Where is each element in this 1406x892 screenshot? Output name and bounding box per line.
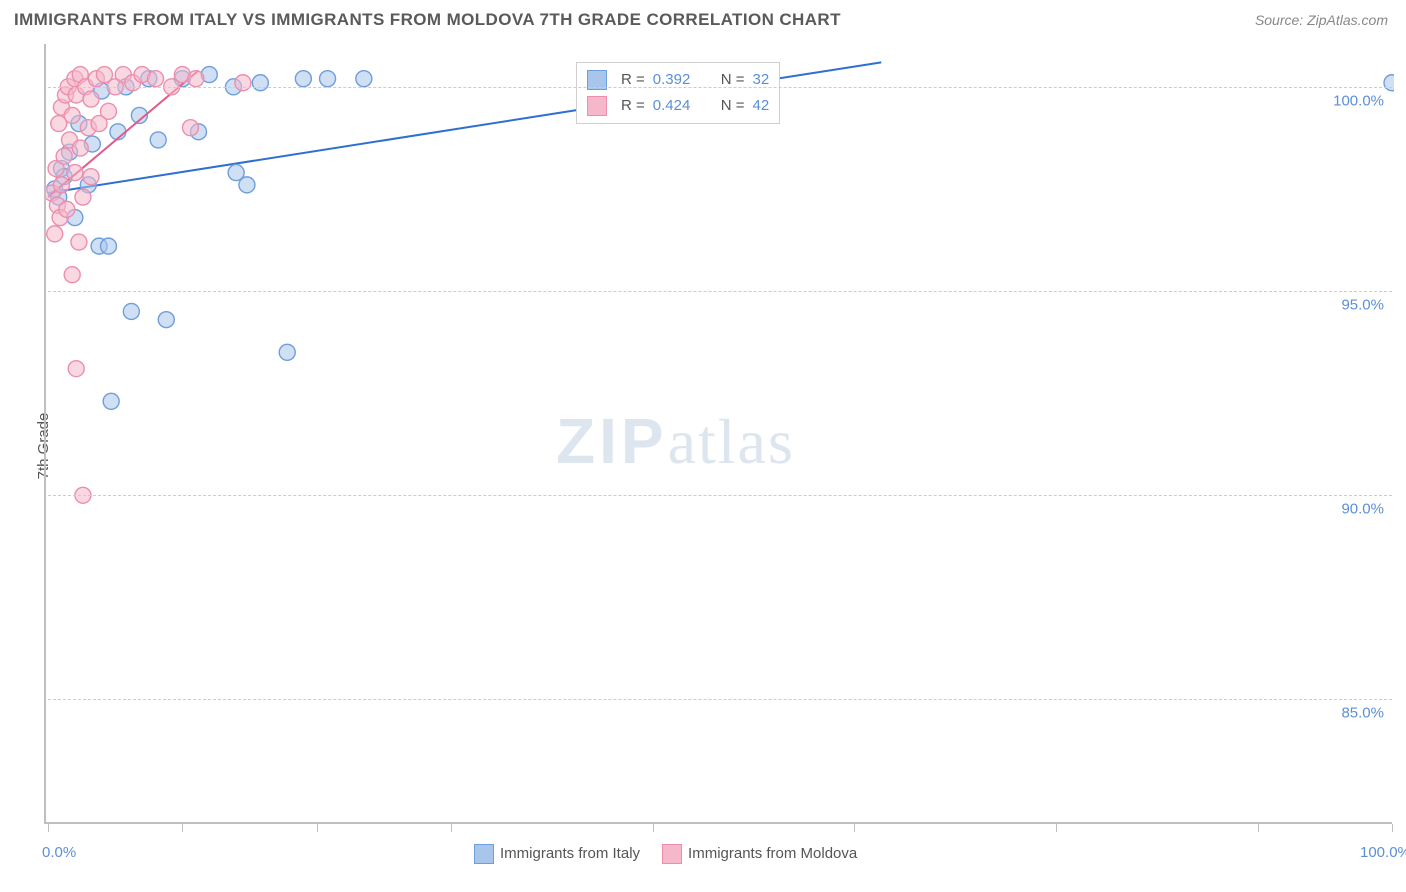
x-tick <box>317 824 318 832</box>
data-point <box>75 189 91 205</box>
legend-swatch <box>474 844 494 864</box>
r-value: 0.392 <box>653 67 707 93</box>
data-point <box>64 107 80 123</box>
x-tick <box>451 824 452 832</box>
data-point <box>148 71 164 87</box>
r-label: R = <box>621 67 645 93</box>
legend-item: Immigrants from Italy <box>474 844 640 864</box>
data-point <box>295 71 311 87</box>
gridline <box>48 495 1392 496</box>
data-point <box>320 71 336 87</box>
data-point <box>47 226 63 242</box>
legend-item: Immigrants from Moldova <box>662 844 857 864</box>
gridline <box>48 699 1392 700</box>
x-tick <box>48 824 49 832</box>
gridline <box>48 87 1392 88</box>
data-point <box>64 267 80 283</box>
y-tick-label: 85.0% <box>1341 705 1384 722</box>
data-point <box>83 91 99 107</box>
x-tick-label: 0.0% <box>42 844 76 861</box>
x-tick <box>182 824 183 832</box>
legend-row: R = 0.424 N = 42 <box>587 93 769 119</box>
data-point <box>103 393 119 409</box>
chart-title: IMMIGRANTS FROM ITALY VS IMMIGRANTS FROM… <box>14 10 841 30</box>
x-tick <box>1392 824 1393 832</box>
data-point <box>67 165 83 181</box>
data-point <box>56 148 72 164</box>
chart-svg <box>46 44 1394 824</box>
data-point <box>68 361 84 377</box>
data-point <box>356 71 372 87</box>
x-tick <box>653 824 654 832</box>
plot-wrapper: ZIPatlas R =0.392N =32R =0.424N =42 85.0… <box>44 44 1392 824</box>
data-point <box>188 71 204 87</box>
data-point <box>252 75 268 91</box>
data-point <box>182 120 198 136</box>
data-point <box>150 132 166 148</box>
data-point <box>158 312 174 328</box>
x-tick <box>1056 824 1057 832</box>
gridline <box>48 291 1392 292</box>
legend-swatch <box>662 844 682 864</box>
data-point <box>1384 75 1394 91</box>
legend-row: R = 0.392 N = 32 <box>587 67 769 93</box>
data-point <box>83 169 99 185</box>
data-point <box>235 75 251 91</box>
y-tick-label: 95.0% <box>1341 297 1384 314</box>
data-point <box>228 165 244 181</box>
n-label: N = <box>721 93 745 119</box>
data-point <box>100 238 116 254</box>
chart-header: IMMIGRANTS FROM ITALY VS IMMIGRANTS FROM… <box>0 0 1406 36</box>
data-point <box>100 103 116 119</box>
legend-label: Immigrants from Moldova <box>688 845 857 862</box>
data-point <box>71 234 87 250</box>
data-point <box>279 344 295 360</box>
n-value: 32 <box>753 67 770 93</box>
r-value: 0.424 <box>653 93 707 119</box>
y-tick-label: 100.0% <box>1333 92 1384 109</box>
plot-area: ZIPatlas R =0.392N =32R =0.424N =42 85.0… <box>44 44 1392 824</box>
x-tick <box>854 824 855 832</box>
y-tick-label: 90.0% <box>1341 501 1384 518</box>
data-point <box>123 303 139 319</box>
chart-source: Source: ZipAtlas.com <box>1255 12 1388 28</box>
data-point <box>72 140 88 156</box>
x-tick-label: 100.0% <box>1360 844 1406 861</box>
series-legend: Immigrants from Italy Immigrants from Mol… <box>474 844 857 864</box>
correlation-legend: R = 0.392 N = 32 R = 0.424 N = 42 <box>576 62 780 124</box>
r-label: R = <box>621 93 645 119</box>
legend-swatch <box>587 96 607 116</box>
n-value: 42 <box>753 93 770 119</box>
data-point <box>59 201 75 217</box>
x-tick <box>1258 824 1259 832</box>
data-point <box>53 177 69 193</box>
legend-label: Immigrants from Italy <box>500 845 640 862</box>
n-label: N = <box>721 67 745 93</box>
